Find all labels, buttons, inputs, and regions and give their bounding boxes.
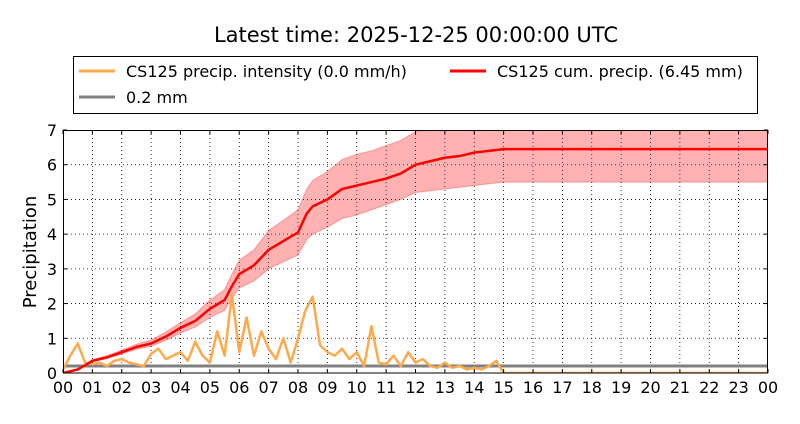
x-tick-label: 21 — [670, 378, 690, 397]
x-tick-label: 23 — [728, 378, 748, 397]
x-tick-label: 01 — [82, 378, 102, 397]
y-tick-label: 7 — [47, 121, 57, 140]
x-tick-label: 12 — [405, 378, 425, 397]
x-tick-label: 11 — [376, 378, 396, 397]
x-tick-label: 10 — [347, 378, 367, 397]
y-tick-label: 3 — [47, 260, 57, 279]
x-tick-label: 09 — [317, 378, 337, 397]
plot-marks — [63, 130, 768, 373]
x-tick-label: 18 — [582, 378, 602, 397]
x-tick-label: 19 — [611, 378, 631, 397]
x-tick-label: 22 — [699, 378, 719, 397]
legend: CS125 precip. intensity (0.0 mm/h) CS125… — [73, 56, 758, 114]
x-tick-label: 00 — [53, 378, 73, 397]
y-tick-label: 2 — [47, 295, 57, 314]
chart-title: Latest time: 2025-12-25 00:00:00 UTC — [214, 23, 618, 47]
legend-label-intensity: CS125 precip. intensity (0.0 mm/h) — [126, 62, 407, 81]
x-tick-label: 20 — [640, 378, 660, 397]
axis-ticks: 00 01 02 03 04 05 06 07 08 09 10 11 12 13 14 15 16 17 18 19… — [47, 121, 778, 397]
legend-label-threshold: 0.2 mm — [126, 88, 188, 107]
x-tick-label: 02 — [112, 378, 132, 397]
cumulative-line — [63, 147, 768, 373]
x-tick-label: 14 — [464, 378, 484, 397]
y-tick-label: 5 — [47, 190, 57, 209]
x-tick-label: 06 — [229, 378, 249, 397]
x-tick-label: 00 — [758, 378, 778, 397]
grid — [63, 130, 768, 373]
y-tick-label: 0 — [47, 364, 57, 383]
y-tick-label: 6 — [47, 156, 57, 175]
x-tick-label: 03 — [141, 378, 161, 397]
intensity-line — [63, 293, 768, 373]
y-tick-label: 4 — [47, 225, 57, 244]
x-tick-label: 17 — [552, 378, 572, 397]
legend-box — [73, 56, 758, 114]
x-tick-label: 04 — [170, 378, 190, 397]
legend-label-cumulative: CS125 cum. precip. (6.45 mm) — [497, 62, 743, 81]
y-tick-label: 1 — [47, 329, 57, 348]
y-axis-label: Precipitation — [20, 196, 41, 309]
x-tick-label: 08 — [288, 378, 308, 397]
x-tick-label: 05 — [200, 378, 220, 397]
x-tick-label: 15 — [493, 378, 513, 397]
x-tick-label: 16 — [523, 378, 543, 397]
x-tick-label: 07 — [258, 378, 278, 397]
x-tick-label: 13 — [435, 378, 455, 397]
